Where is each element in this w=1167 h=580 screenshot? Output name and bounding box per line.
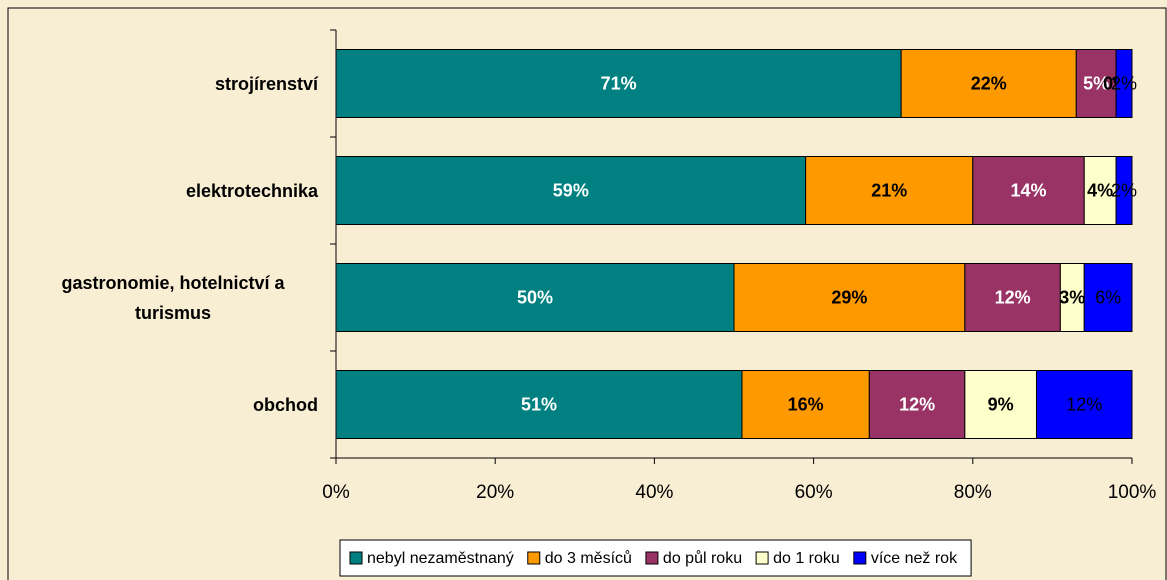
legend-swatch (645, 551, 659, 565)
category-text: gastronomie, hotelnictví a turismus (61, 272, 285, 323)
x-tick-label: 0% (322, 482, 350, 503)
value-label: 2% (1111, 180, 1137, 200)
value-label: 3% (1059, 287, 1085, 307)
bar-segment (1115, 49, 1133, 118)
x-tick-label: 60% (795, 482, 833, 503)
legend-swatch (755, 551, 769, 565)
category-text: elektrotechnika (185, 180, 318, 201)
bar-segment (1115, 156, 1133, 225)
value-label: 50% (517, 287, 553, 307)
value-label: 16% (788, 394, 824, 414)
value-label: 59% (553, 180, 589, 200)
category-text: obchod (253, 394, 318, 415)
bar-segment (335, 370, 743, 439)
category-text: strojírenství (214, 73, 318, 94)
category-label: elektrotechnika (18, 176, 318, 206)
legend-label: více než rok (871, 550, 958, 567)
value-label: 9% (988, 394, 1014, 414)
legend: nebyl nezaměstnaný do 3 měsíců do půl roku… (339, 539, 972, 577)
category-label: gastronomie, hotelnictví a turismus (18, 268, 318, 328)
bar-segment (964, 370, 1037, 439)
value-label: 71% (601, 73, 637, 93)
legend-label: do půl roku (663, 549, 742, 567)
x-tick-label: 100% (1108, 482, 1157, 503)
category-label: obchod (18, 390, 318, 420)
value-label: 29% (831, 287, 867, 307)
value-label: 4% (1087, 180, 1113, 200)
value-label: 12% (995, 287, 1031, 307)
legend-label: do 1 roku (773, 550, 840, 567)
value-label: 6% (1095, 287, 1121, 307)
bar-segment (335, 263, 735, 332)
bar-segment (1035, 370, 1133, 439)
bar-segment (805, 156, 974, 225)
bar-segment (741, 370, 870, 439)
bar-segment (335, 49, 902, 118)
legend-label: nebyl nezaměstnaný (367, 550, 514, 567)
legend-swatch (349, 551, 363, 565)
value-label: 12% (899, 394, 935, 414)
bar-segment (900, 49, 1077, 118)
bar-segment (1083, 263, 1133, 332)
value-label: 21% (871, 180, 907, 200)
value-label: 22% (971, 73, 1007, 93)
legend-swatch (527, 551, 541, 565)
value-label: 51% (521, 394, 557, 414)
x-tick-label: 20% (476, 482, 514, 503)
value-label: 5% (1083, 73, 1109, 93)
value-label: 12% (1066, 394, 1102, 414)
bar-segment (868, 370, 966, 439)
legend-swatch (853, 551, 867, 565)
x-tick-label: 40% (635, 482, 673, 503)
bar-segment (733, 263, 966, 332)
category-label: strojírenství (18, 69, 318, 99)
bar-segment (964, 263, 1061, 332)
value-label: 14% (1011, 180, 1047, 200)
value-label: 2% (1111, 73, 1137, 93)
legend-label: do 3 měsíců (545, 549, 632, 567)
frame (7, 7, 1167, 580)
x-tick-label: 80% (954, 482, 992, 503)
